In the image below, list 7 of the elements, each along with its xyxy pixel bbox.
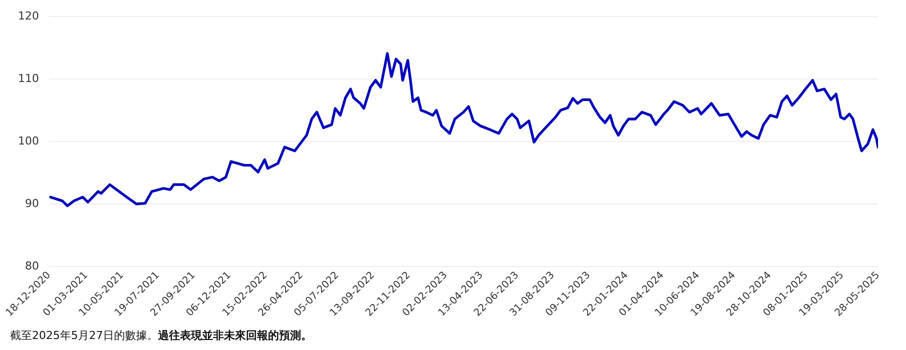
y-tick-label: 100 [18, 134, 39, 148]
text: 過往表現並非未來回報的預測。 [158, 329, 312, 342]
y-tick-label: 120 [18, 9, 39, 22]
y-tick-label: 110 [18, 72, 39, 85]
y-tick-label: 90 [24, 196, 39, 210]
y-tick-label: 80 [24, 259, 39, 272]
text: 截至2025年5月27日的數據。 [10, 329, 158, 342]
